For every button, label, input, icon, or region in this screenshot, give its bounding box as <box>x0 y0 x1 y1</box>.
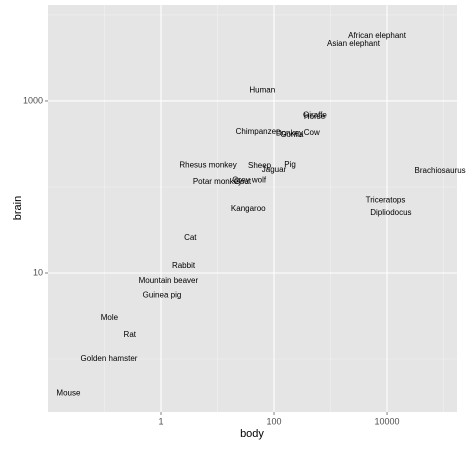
y-axis-title: brain <box>12 196 24 220</box>
point-label: Sheep <box>248 161 272 170</box>
point-label: Golden hamster <box>81 354 138 363</box>
point-label: Kangaroo <box>231 204 266 213</box>
point-label: Mole <box>101 313 119 322</box>
point-label: Triceratops <box>366 195 406 204</box>
panel <box>48 5 457 412</box>
point-label: Rat <box>124 330 137 339</box>
x-tick-label: 1 <box>159 416 164 426</box>
x-tick-label: 10000 <box>375 416 400 426</box>
point-label: Grey wolf <box>232 175 267 184</box>
y-tick-label: 10 <box>33 267 43 277</box>
point-label: Goat <box>234 177 252 186</box>
point-label: Mouse <box>56 388 81 397</box>
point-label: Horse <box>304 112 326 121</box>
point-label: Gorilla <box>280 130 304 139</box>
point-label: Rabbit <box>172 261 196 270</box>
point-label: Cow <box>304 128 320 137</box>
point-label: African elephant <box>348 31 407 40</box>
point-label: Asian elephant <box>327 39 381 48</box>
point-label: Dipliodocus <box>370 208 411 217</box>
point-label: Giraffe <box>303 110 327 119</box>
point-label: Chimpanzee <box>236 127 281 136</box>
point-label: Mountain beaver <box>139 276 199 285</box>
point-label: Jaguar <box>262 165 287 174</box>
x-axis-title: body <box>240 428 264 440</box>
point-label: Human <box>249 86 275 95</box>
x-tick-label: 100 <box>267 416 282 426</box>
point-label: Guinea pig <box>143 290 182 299</box>
point-label: Potar monkey <box>193 177 242 186</box>
point-label: Pig <box>284 160 296 169</box>
point-label: Rhesus monkey <box>179 160 236 169</box>
y-tick-label: 1000 <box>23 95 43 105</box>
point-label: Cat <box>184 233 197 242</box>
point-label: Donkey <box>276 129 303 138</box>
point-label: Brachiosaurus <box>415 166 466 175</box>
